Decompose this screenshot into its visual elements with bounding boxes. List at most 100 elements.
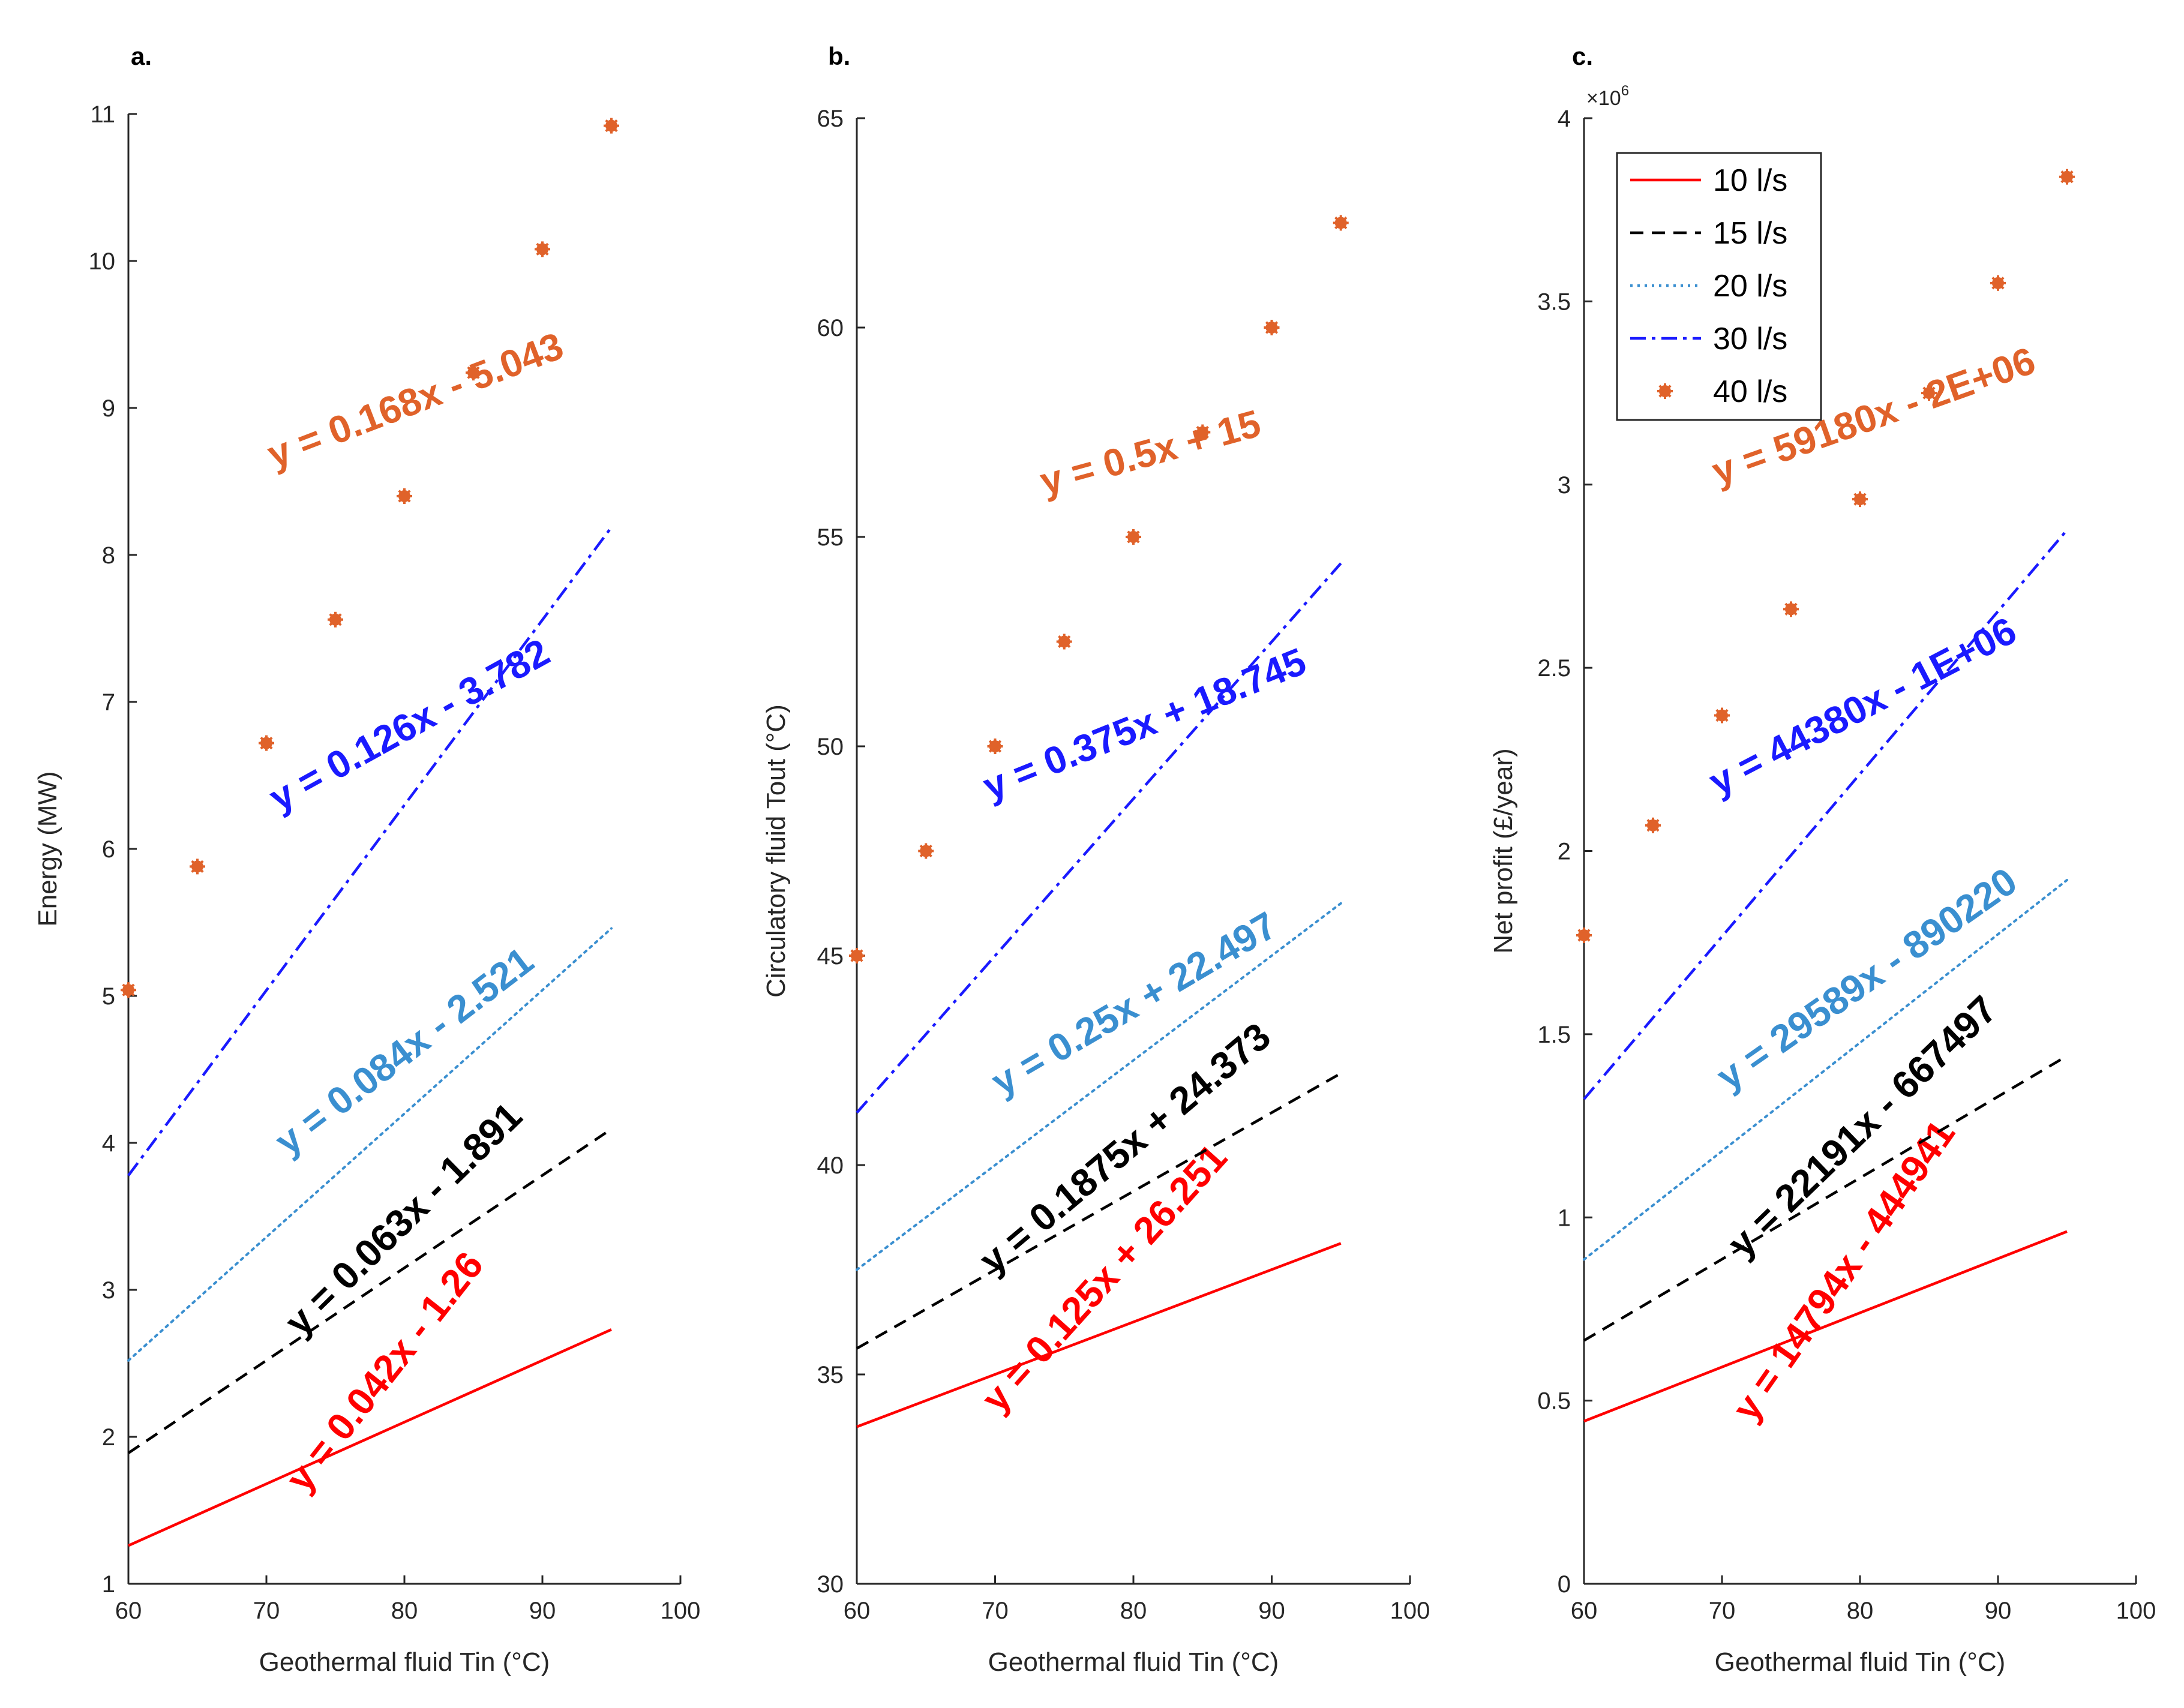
x-tick-label: 80 <box>391 1598 418 1624</box>
data-point-40-ls <box>604 118 619 134</box>
x-tick-label: 60 <box>115 1598 142 1624</box>
legend: 10 l/s 15 l/s 20 l/s 30 l/s 40 l/s <box>1616 152 1822 421</box>
x-axis-label: Geothermal fluid Tin (°C) <box>1715 1647 2006 1677</box>
x-tick-label: 80 <box>1120 1598 1147 1624</box>
y-tick-label: 0.5 <box>1537 1388 1571 1415</box>
panel-label: a. <box>131 42 152 70</box>
y-tick-label: 65 <box>817 106 844 132</box>
y-axis-label: Circulatory fluid Tout (°C) <box>761 704 791 998</box>
series-line-15ls <box>127 1128 613 1454</box>
legend-item: 30 l/s <box>1630 322 1787 356</box>
equation-label: y = 0.375x + 18.745 <box>977 640 1312 808</box>
y-tick-label: 4 <box>102 1130 115 1157</box>
x-tick-label: 60 <box>1571 1598 1598 1624</box>
legend-label: 30 l/s <box>1713 322 1787 356</box>
data-point-40-ls <box>1714 707 1730 724</box>
equation-label: y = 29589x - 890220 <box>1709 859 2025 1098</box>
series-line-10ls <box>128 1328 612 1547</box>
y-tick-label: 3 <box>1558 472 1571 499</box>
legend-label: 10 l/s <box>1713 163 1787 198</box>
x-tick-label: 60 <box>844 1598 871 1624</box>
data-point-40-ls <box>849 948 865 963</box>
y-tick-label: 8 <box>102 542 115 569</box>
data-point-40-ls <box>466 365 481 381</box>
legend-item: 40 l/s <box>1657 374 1787 409</box>
x-tick-label: 70 <box>982 1598 1009 1624</box>
y-tick-label: 4 <box>1558 106 1571 132</box>
chart-panel-1: a. 60 70 80 90 100 1 2 3 4 5 6 7 8 9 10 11 Geothermal flu… <box>33 42 700 1677</box>
legend-label: 40 l/s <box>1713 374 1787 409</box>
x-tick-label: 100 <box>661 1598 701 1624</box>
series-line-10ls <box>1583 1230 2068 1423</box>
y-tick-label: 11 <box>90 101 115 128</box>
data-point-40-ls <box>190 858 205 875</box>
y-tick-label: 0 <box>1558 1571 1571 1598</box>
x-tick-label: 70 <box>1709 1598 1736 1624</box>
y-axis-label: Energy (MW) <box>33 771 62 926</box>
series-line-20ls <box>856 902 1342 1271</box>
y-tick-label: 3 <box>102 1277 115 1304</box>
y-tick-label: 55 <box>817 524 844 551</box>
y-tick-label: 45 <box>817 943 844 969</box>
y-tick-label: 10 <box>89 248 116 275</box>
series-line-10ls <box>856 1242 1342 1428</box>
data-point-40-ls <box>397 488 412 504</box>
y-tick-label: 40 <box>817 1152 844 1179</box>
series-line-20ls <box>127 927 613 1362</box>
data-point-40-ls <box>1126 529 1141 545</box>
x-tick-label: 90 <box>1258 1598 1285 1624</box>
series-line-15ls <box>856 1072 1342 1350</box>
legend-item: 20 l/s <box>1630 269 1787 304</box>
legend-label: 15 l/s <box>1713 216 1787 251</box>
series-line-15ls <box>1583 1055 2068 1342</box>
data-point-40-ls <box>1576 927 1592 943</box>
data-point-40-ls <box>987 739 1003 754</box>
y-tick-label: 1.5 <box>1537 1022 1571 1048</box>
series-line-30ls <box>127 526 613 1176</box>
equation-label: y = 0.126x - 3.782 <box>262 630 557 820</box>
data-point-40-ls <box>1921 385 1937 401</box>
panel-label: b. <box>828 42 850 70</box>
x-axis-label: Geothermal fluid Tin (°C) <box>988 1647 1279 1677</box>
data-point-40-ls <box>918 843 934 859</box>
data-point-40-ls <box>1783 601 1799 617</box>
y-tick-label: 2 <box>1558 839 1571 865</box>
data-point-40-ls <box>1264 320 1280 335</box>
x-tick-label: 90 <box>529 1598 556 1624</box>
legend-item: 10 l/s <box>1630 163 1787 198</box>
equation-label: y = 44380x - 1E+06 <box>1702 608 2023 803</box>
y-tick-label: 2 <box>102 1424 115 1451</box>
y-axis-label: Net profit (£/year) <box>1489 748 1518 953</box>
data-point-40-ls <box>121 982 136 998</box>
y-tick-label: 7 <box>102 689 115 716</box>
series-line-20ls <box>1583 878 2068 1261</box>
data-point-40-ls <box>259 735 274 751</box>
data-point-40-ls <box>328 611 343 628</box>
panel-label: c. <box>1572 42 1593 70</box>
y-tick-label: 2.5 <box>1537 655 1571 682</box>
legend-box <box>1616 152 1822 421</box>
y-tick-label: 6 <box>102 836 115 863</box>
legend-label: 20 l/s <box>1713 269 1787 304</box>
x-tick-label: 100 <box>1390 1598 1430 1624</box>
data-point-40-ls <box>1333 215 1349 231</box>
series-line-30ls <box>856 562 1342 1114</box>
data-point-40-ls <box>1645 817 1661 833</box>
chart-panel-3: c. 60 70 80 90 100 0 0.5 1 1.5 2 2.5 3 3.5 4 Geothermal… <box>1489 42 2156 1677</box>
data-point-40-ls <box>1852 491 1868 508</box>
chart-panel-2: b. 60 70 80 90 100 30 35 40 45 50 55 60 65 Geothermal … <box>761 42 1430 1677</box>
data-point-40-ls <box>1990 275 2006 291</box>
y-tick-label: 5 <box>102 983 115 1010</box>
data-point-40-ls <box>1195 424 1211 440</box>
x-tick-label: 90 <box>1985 1598 2012 1624</box>
y-tick-label: 1 <box>1558 1205 1571 1231</box>
y-tick-label: 35 <box>817 1362 844 1388</box>
x-tick-label: 100 <box>2116 1598 2156 1624</box>
y-tick-label: 50 <box>817 734 844 760</box>
x-tick-label: 80 <box>1847 1598 1874 1624</box>
equation-label: y = 0.5x + 15 <box>1036 401 1265 503</box>
data-point-40-ls <box>1056 634 1072 650</box>
data-point-40-ls <box>2059 169 2075 185</box>
y-tick-label: 60 <box>817 315 844 341</box>
